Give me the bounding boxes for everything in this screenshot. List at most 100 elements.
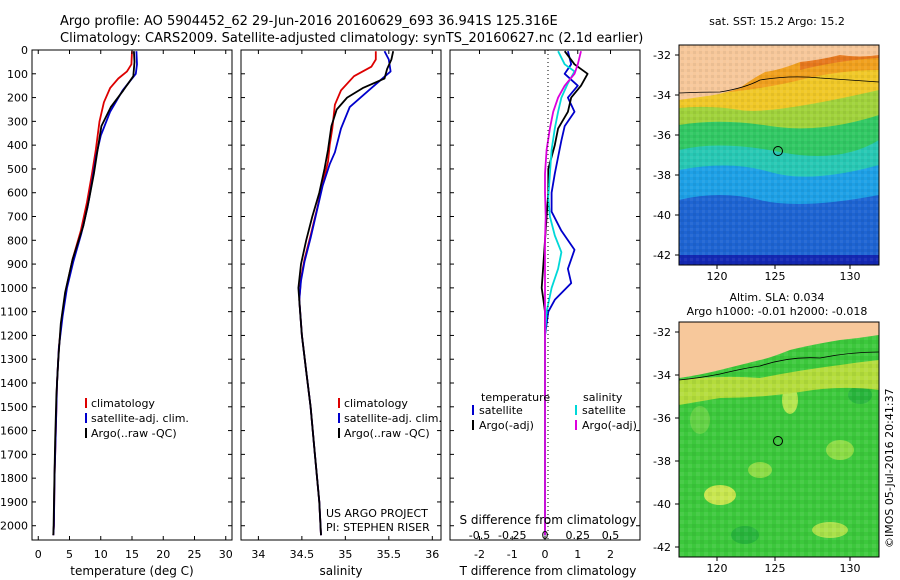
sla-map-title-1: Altim. SLA: 0.034 bbox=[729, 291, 824, 304]
legend-title-salinity: salinity bbox=[583, 391, 623, 404]
sla-map-title-2: Argo h1000: -0.01 h2000: -0.018 bbox=[687, 305, 868, 318]
x-tick-label: -1 bbox=[507, 548, 518, 561]
salinity-legend: climatology satellite-adj. clim. Argo(..… bbox=[338, 397, 442, 440]
depth-tick-label: 100 bbox=[7, 68, 28, 81]
depth-tick-label: 1700 bbox=[0, 448, 28, 461]
differences-xticks: -2 -1 0 1 2 -0.5 -0.25 0 0.25 0.5 bbox=[469, 50, 620, 561]
salinity-xlabel: salinity bbox=[319, 564, 362, 578]
map-y-label: -38 bbox=[653, 455, 671, 468]
x-tick-label: -2 bbox=[474, 548, 485, 561]
depth-tick-label: 800 bbox=[7, 234, 28, 247]
argo-location-marker bbox=[773, 436, 783, 446]
x-tick-label: 0 bbox=[542, 548, 549, 561]
x-tick-label: 30 bbox=[219, 548, 233, 561]
map-y-label: -32 bbox=[653, 49, 671, 62]
sla-map bbox=[678, 321, 880, 558]
difference-legend: temperature satellite Argo(-adj) salinit… bbox=[472, 391, 637, 432]
depth-tick-label: 500 bbox=[7, 163, 28, 176]
pi-annotation: PI: STEPHEN RISER bbox=[326, 521, 430, 534]
map-y-label: -36 bbox=[653, 129, 671, 142]
map-y-label: -38 bbox=[653, 169, 671, 182]
depth-tick-label: 1600 bbox=[0, 425, 28, 438]
s-tick-label: -0.25 bbox=[498, 529, 526, 542]
temperature-axes bbox=[31, 49, 233, 541]
map-x-label: 125 bbox=[765, 562, 786, 575]
legend-label-t-sat: satellite bbox=[479, 404, 523, 417]
depth-tick-label: 1200 bbox=[0, 329, 28, 342]
header-line-2: Climatology: CARS2009. Satellite-adjuste… bbox=[60, 31, 643, 46]
difference-xlabel: T difference from climatology bbox=[459, 564, 637, 578]
map-x-label: 120 bbox=[707, 562, 728, 575]
x-tick-label: 0 bbox=[35, 548, 42, 561]
s-tick-label: 0.5 bbox=[602, 529, 620, 542]
temperature-legend: climatology satellite-adj. clim. Argo(..… bbox=[85, 397, 189, 440]
legend-label-argo: Argo(..raw -QC) bbox=[91, 427, 177, 440]
x-tick-label: 34 bbox=[251, 548, 265, 561]
map-y-label: -32 bbox=[653, 326, 671, 339]
depth-tick-label: 1100 bbox=[0, 306, 28, 319]
header-line-1: Argo profile: AO 5904452_62 29-Jun-2016 … bbox=[60, 14, 558, 29]
map-y-label: -42 bbox=[653, 541, 671, 554]
map-x-label: 120 bbox=[707, 270, 728, 283]
map-x-label: 125 bbox=[765, 270, 786, 283]
difference-xlabel-top: S difference from climatology bbox=[460, 513, 637, 527]
depth-tick-labels: 0 100 200 300 400 500 600 700 800 900 1000 1100 1200… bbox=[0, 44, 640, 533]
x-tick-label: 2 bbox=[607, 548, 614, 561]
sst-map-ticks: 120 125 130 -32 -34 -36 -38 -40 -42 bbox=[653, 49, 860, 283]
depth-tick-label: 1300 bbox=[0, 353, 28, 366]
depth-tick-label: 1000 bbox=[0, 282, 28, 295]
map-y-label: -34 bbox=[653, 89, 671, 102]
project-annotation: US ARGO PROJECT bbox=[326, 507, 428, 520]
x-tick-label: 34.5 bbox=[290, 548, 315, 561]
x-tick-label: 5 bbox=[66, 548, 73, 561]
legend-label-argo: Argo(..raw -QC) bbox=[344, 427, 430, 440]
legend-label-sat: satellite-adj. clim. bbox=[91, 412, 189, 425]
depth-tick-label: 0 bbox=[21, 44, 28, 57]
depth-tick-label: 300 bbox=[7, 115, 28, 128]
series-line-argo-raw-qc- bbox=[52, 51, 136, 536]
x-tick-label: 36 bbox=[425, 548, 439, 561]
salinity-xticks: 34 34.5 35 35.5 36 bbox=[251, 50, 439, 561]
depth-tick-label: 700 bbox=[7, 211, 28, 224]
x-tick-label: 1 bbox=[574, 548, 581, 561]
legend-label-t-argo: Argo(-adj) bbox=[479, 419, 534, 432]
legend-title-temperature: temperature bbox=[481, 391, 550, 404]
argo-location-marker bbox=[773, 146, 783, 156]
credit-text: ©IMOS 05-Jul-2016 20:41:37 bbox=[883, 388, 896, 548]
map-y-label: -40 bbox=[653, 209, 671, 222]
x-tick-label: 20 bbox=[156, 548, 170, 561]
salinity-axes bbox=[240, 49, 442, 541]
legend-label-sat: satellite-adj. clim. bbox=[344, 412, 442, 425]
map-y-label: -34 bbox=[653, 369, 671, 382]
map-x-label: 130 bbox=[840, 562, 861, 575]
depth-tick-label: 1800 bbox=[0, 472, 28, 485]
x-tick-label: 15 bbox=[125, 548, 139, 561]
depth-tick-label: 900 bbox=[7, 258, 28, 271]
sst-map-title: sat. SST: 15.2 Argo: 15.2 bbox=[709, 15, 845, 28]
depth-tick-label: 1900 bbox=[0, 496, 28, 509]
map-x-label: 130 bbox=[840, 270, 861, 283]
temperature-series bbox=[52, 51, 138, 536]
x-tick-label: 10 bbox=[94, 548, 108, 561]
series-line-temperature-satellite bbox=[544, 50, 579, 536]
s-tick-label: 0.25 bbox=[566, 529, 591, 542]
sla-map-ticks: 120 125 130 -32 -34 -36 -38 -40 -42 bbox=[653, 326, 860, 575]
legend-label-clim: climatology bbox=[91, 397, 155, 410]
map-y-label: -42 bbox=[653, 249, 671, 262]
x-tick-label: 25 bbox=[188, 548, 202, 561]
legend-label-s-argo: Argo(-adj) bbox=[582, 419, 637, 432]
s-tick-label: -0.5 bbox=[469, 529, 490, 542]
depth-tick-label: 1400 bbox=[0, 377, 28, 390]
temperature-xticks: 0 5 10 15 20 25 30 bbox=[35, 50, 233, 561]
x-tick-label: 35.5 bbox=[377, 548, 402, 561]
series-line-argo-raw-qc- bbox=[297, 51, 395, 536]
map-y-label: -40 bbox=[653, 498, 671, 511]
difference-series bbox=[540, 50, 589, 536]
series-line-salinity-argo-adj- bbox=[544, 50, 582, 536]
salinity-series bbox=[297, 50, 395, 536]
depth-tick-label: 2000 bbox=[0, 520, 28, 533]
sst-map bbox=[678, 44, 880, 266]
legend-label-s-sat: satellite bbox=[582, 404, 626, 417]
depth-tick-label: 1500 bbox=[0, 401, 28, 414]
